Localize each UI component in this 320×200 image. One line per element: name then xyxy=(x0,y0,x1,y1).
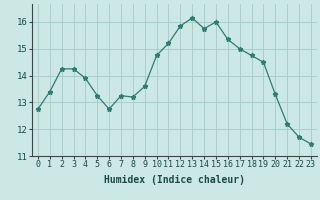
X-axis label: Humidex (Indice chaleur): Humidex (Indice chaleur) xyxy=(104,175,245,185)
